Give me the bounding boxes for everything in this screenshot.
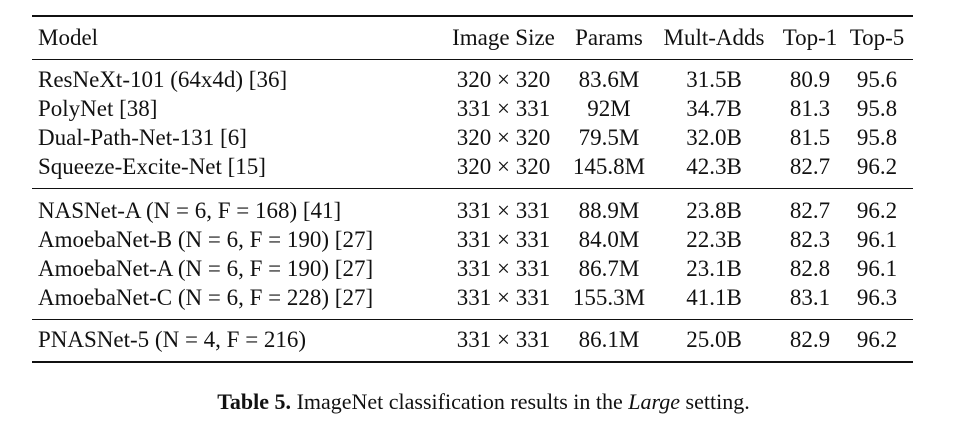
cell-params: 86.7M [578,256,640,281]
cell-model: AmoebaNet-B (N = 6, F = 190) [27] [38,227,374,252]
cell-top-5: 96.2 [856,154,898,179]
cell-top-1: 83.1 [789,285,831,310]
cell-top-1: 81.3 [789,96,831,121]
header-top-1: Top-1 [782,25,838,50]
table-top-rule [32,15,913,17]
cell-model: AmoebaNet-C (N = 6, F = 228) [27] [38,285,374,310]
cell-model: NASNet-A (N = 6, F = 168) [41] [38,198,342,223]
cell-image-size: 320 × 320 [456,125,551,150]
cell-top-5: 96.2 [856,327,898,352]
cell-params: 84.0M [578,227,640,252]
cell-top-5: 95.8 [856,96,898,121]
cell-top-5: 96.1 [856,256,898,281]
header-top-5: Top-5 [849,25,905,50]
cell-params: 88.9M [578,198,640,223]
cell-top-5: 95.6 [856,67,898,92]
cell-top-1: 82.7 [789,198,831,223]
cell-params: 155.3M [572,285,646,310]
cell-image-size: 331 × 331 [456,227,551,252]
cell-params: 79.5M [578,125,640,150]
cell-image-size: 331 × 331 [456,256,551,281]
cell-top-1: 82.9 [789,327,831,352]
cell-params: 83.6M [578,67,640,92]
header-image-size: Image Size [452,25,555,50]
group-rule-1 [32,188,913,189]
table-caption: Table 5. ImageNet classification results… [0,388,967,416]
cell-image-size: 320 × 320 [456,67,551,92]
cell-mult-adds: 23.1B [686,256,742,281]
cell-model: Dual-Path-Net-131 [6] [38,125,247,150]
cell-top-1: 80.9 [789,67,831,92]
cell-top-5: 96.1 [856,227,898,252]
cell-model: PNASNet-5 (N = 4, F = 216) [38,327,307,352]
header-rule [32,59,913,60]
cell-params: 145.8M [572,154,646,179]
cell-model: ResNeXt-101 (64x4d) [36] [38,67,288,92]
cell-mult-adds: 23.8B [686,198,742,223]
cell-mult-adds: 32.0B [686,125,742,150]
header-model: Model [38,25,99,50]
cell-image-size: 320 × 320 [456,154,551,179]
cell-top-5: 95.8 [856,125,898,150]
cell-top-1: 82.8 [789,256,831,281]
cell-mult-adds: 31.5B [686,67,742,92]
cell-image-size: 331 × 331 [456,198,551,223]
cell-top-5: 96.2 [856,198,898,223]
group-rule-2 [32,319,913,320]
header-params: Params [575,25,643,50]
cell-params: 86.1M [578,327,640,352]
cell-image-size: 331 × 331 [456,327,551,352]
caption-label: Table 5. [217,389,292,414]
cell-mult-adds: 41.1B [686,285,742,310]
caption-text-before: ImageNet classification results in the [291,389,629,414]
cell-model: PolyNet [38] [38,96,158,121]
caption-text-after: setting. [680,389,750,414]
cell-model: AmoebaNet-A (N = 6, F = 190) [27] [38,256,374,281]
cell-mult-adds: 22.3B [686,227,742,252]
caption-emphasis: Large [628,389,681,414]
cell-mult-adds: 42.3B [686,154,742,179]
cell-top-1: 81.5 [789,125,831,150]
cell-image-size: 331 × 331 [456,96,551,121]
header-mult-adds: Mult-Adds [663,25,765,50]
cell-mult-adds: 25.0B [686,327,742,352]
cell-top-5: 96.3 [856,285,898,310]
cell-model: Squeeze-Excite-Net [15] [38,154,266,179]
cell-image-size: 331 × 331 [456,285,551,310]
cell-top-1: 82.3 [789,227,831,252]
cell-mult-adds: 34.7B [686,96,742,121]
cell-params: 92M [587,96,631,121]
table-bottom-rule [32,361,913,363]
cell-top-1: 82.7 [789,154,831,179]
